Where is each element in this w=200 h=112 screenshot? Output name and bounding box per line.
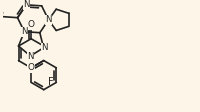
Text: N: N — [45, 15, 52, 24]
Text: N: N — [41, 43, 48, 52]
Text: N: N — [21, 27, 28, 36]
Text: F: F — [48, 77, 53, 87]
Text: N: N — [27, 52, 34, 60]
Text: N: N — [23, 0, 29, 9]
Text: O: O — [28, 20, 35, 29]
Text: O: O — [28, 63, 35, 72]
Text: N: N — [45, 15, 52, 24]
